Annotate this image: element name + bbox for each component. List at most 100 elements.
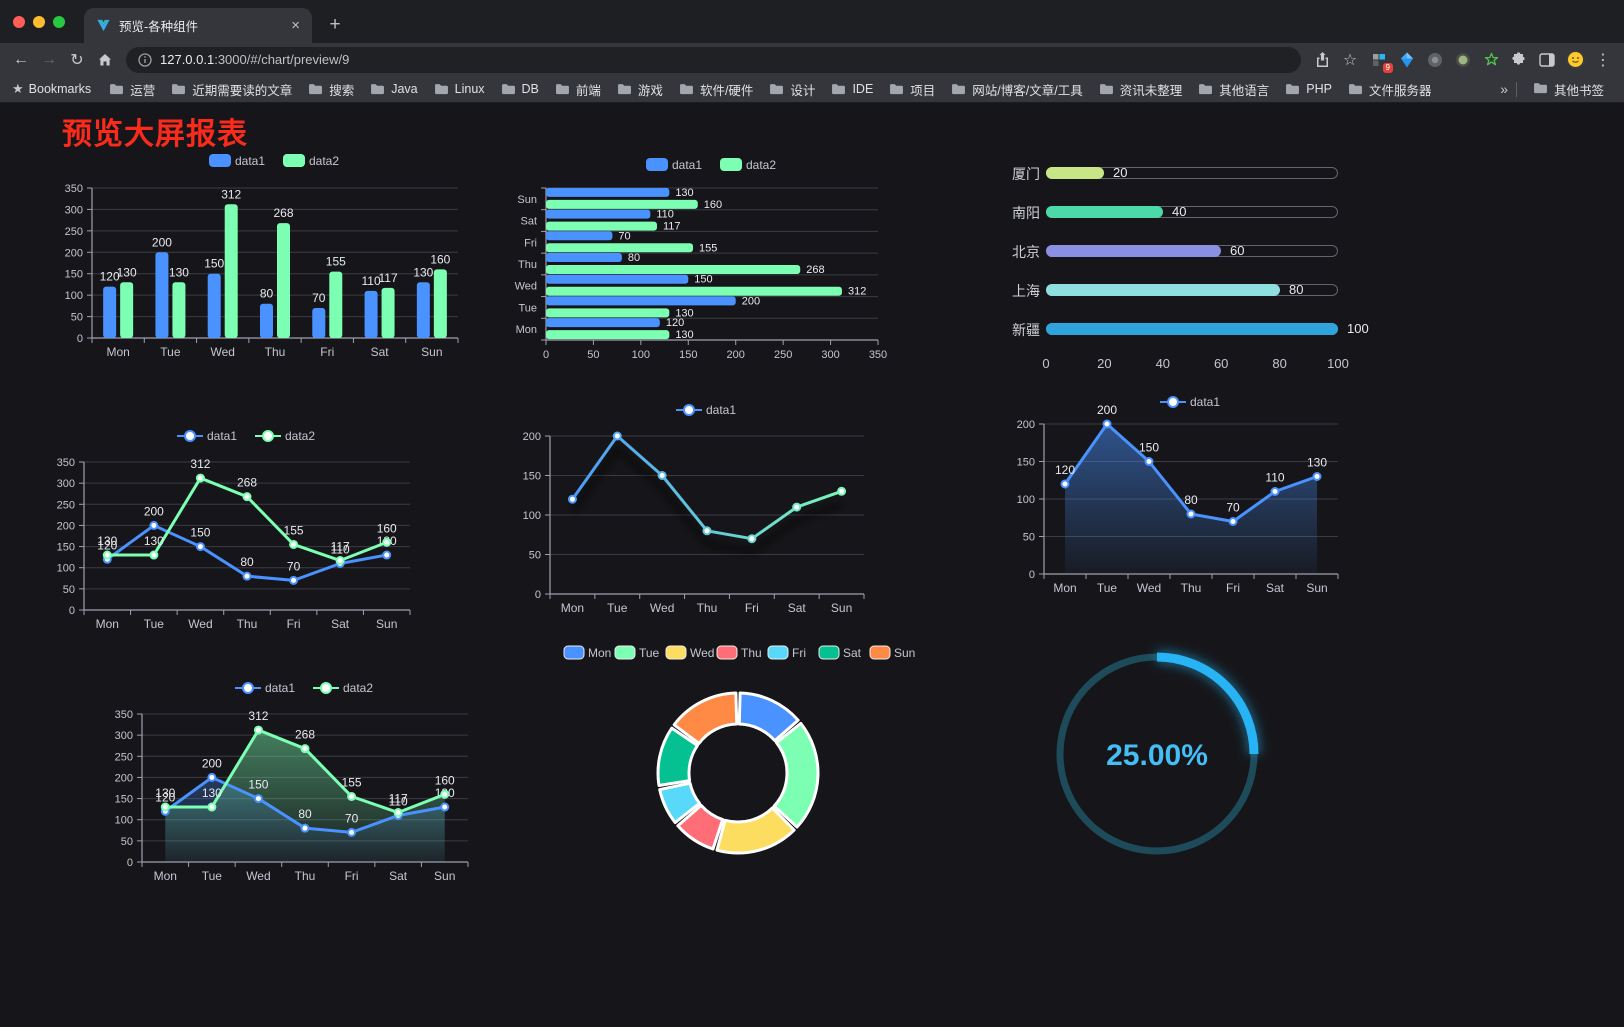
chart-area-single: data1 0 50 100 150 200 Mon Tue Wed Thu Fri Sat Sun 12… [1000, 390, 1362, 600]
reload-icon[interactable]: ↻ [70, 51, 84, 69]
bookmark-item[interactable]: Linux [426, 82, 493, 96]
address-bar[interactable]: 127.0.0.1:3000/#/chart/preview/9 [126, 46, 1301, 73]
window-close-button[interactable] [13, 16, 25, 28]
svg-text:data2: data2 [309, 154, 339, 168]
green-star-extension-icon[interactable] [1481, 50, 1501, 70]
profile-avatar[interactable] [1566, 50, 1585, 69]
kite-extension-icon[interactable] [1397, 50, 1417, 70]
svg-text:0: 0 [535, 589, 541, 601]
legend-data1[interactable]: data1 [209, 154, 265, 168]
svg-text:50: 50 [529, 550, 541, 562]
legend-data1[interactable]: data1 [676, 403, 736, 417]
pie-slice-Wed[interactable] [715, 806, 796, 855]
bookmark-item[interactable]: 设计 [761, 80, 823, 99]
progress-label: 厦门 [1012, 166, 1040, 182]
legend-data2[interactable]: data2 [255, 429, 315, 443]
svg-text:100: 100 [65, 290, 83, 302]
pie-slice-Sun[interactable] [672, 691, 739, 745]
svg-text:70: 70 [312, 291, 326, 305]
bookmark-item[interactable]: PHP [1277, 82, 1340, 96]
bookmark-item[interactable]: 游戏 [609, 80, 671, 99]
browser-tab[interactable]: 预览-各种组件 × [84, 8, 312, 43]
legend-data1[interactable]: data1 [177, 429, 237, 443]
bookmark-item[interactable]: 项目 [881, 80, 943, 99]
bookmark-item[interactable]: 近期需要读的文章 [163, 80, 300, 99]
bookmark-item[interactable]: 其他语言 [1190, 80, 1277, 99]
bookmark-item[interactable]: DB [493, 82, 547, 96]
bookmark-item[interactable]: IDE [823, 82, 881, 96]
legend-Sat[interactable]: Sat [818, 645, 862, 660]
bookmarks-overflow-chevron[interactable]: » [1500, 81, 1508, 97]
download-extension-icon[interactable]: 9 [1369, 50, 1393, 73]
svg-text:Mon: Mon [106, 345, 129, 359]
pie-slice-Thu[interactable] [676, 803, 725, 851]
legend-Thu[interactable]: Thu [716, 645, 762, 660]
page-content: 预览大屏报表 data1 data2 0 50 100 150 200 250 300 350 Mo… [0, 103, 1624, 1027]
menu-icon[interactable]: ⋮ [1595, 51, 1611, 69]
svg-text:130: 130 [97, 534, 117, 548]
svg-text:Tue: Tue [1097, 581, 1118, 595]
legend-data2[interactable]: data2 [720, 158, 776, 172]
svg-text:130: 130 [117, 265, 137, 279]
bookmark-item[interactable]: 网站/博客/文章/工具 [943, 80, 1090, 99]
axis-tick: 100 [1327, 356, 1349, 371]
progress-fill [1046, 167, 1104, 179]
pie-slice-Fri[interactable] [658, 781, 702, 825]
legend-Fri[interactable]: Fri [767, 645, 806, 660]
legend-data2[interactable]: data2 [283, 154, 339, 168]
bookmark-item[interactable]: 搜索 [300, 80, 362, 99]
legend-data1[interactable]: data1 [646, 158, 702, 172]
pie-slice-Tue[interactable] [772, 721, 820, 829]
legend-Sun[interactable]: Sun [869, 645, 915, 660]
gray-circle-extension-icon[interactable] [1425, 50, 1445, 70]
info-icon[interactable] [138, 52, 152, 67]
svg-text:100: 100 [115, 815, 133, 827]
forward-icon[interactable]: → [41, 50, 57, 68]
legend-Tue[interactable]: Tue [614, 645, 660, 660]
other-bookmarks[interactable]: 其他书签 [1525, 80, 1612, 99]
legend-Wed[interactable]: Wed [665, 645, 714, 660]
extensions-puzzle-icon[interactable] [1509, 50, 1529, 70]
home-icon[interactable] [92, 47, 118, 73]
svg-text:25.00%: 25.00% [1106, 739, 1208, 772]
share-icon[interactable] [1309, 47, 1335, 73]
svg-text:Thu: Thu [237, 617, 258, 631]
back-icon[interactable]: ← [13, 50, 29, 68]
progress-value: 60 [1230, 243, 1245, 258]
svg-text:Wed: Wed [210, 345, 234, 359]
axis-tick: 60 [1213, 356, 1229, 371]
bookmark-item[interactable]: 资讯未整理 [1091, 80, 1191, 99]
bookmark-item[interactable]: 软件/硬件 [671, 80, 761, 99]
new-tab-button[interactable]: + [329, 14, 341, 35]
pie-slice-Mon[interactable] [737, 691, 800, 743]
bookmarks-label[interactable]: Bookmarks [28, 82, 92, 96]
svg-text:250: 250 [65, 226, 83, 238]
svg-text:160: 160 [430, 252, 450, 266]
legend-Mon[interactable]: Mon [563, 645, 611, 660]
svg-text:150: 150 [1139, 441, 1159, 455]
folder-icon [1099, 84, 1113, 95]
green-circle-extension-icon[interactable] [1453, 50, 1473, 70]
window-zoom-button[interactable] [53, 16, 65, 28]
legend-data1[interactable]: data1 [235, 681, 295, 695]
progress-value: 100 [1347, 321, 1369, 336]
legend-data1[interactable]: data1 [1160, 395, 1220, 409]
progress-label: 上海 [1012, 283, 1040, 299]
bookmark-item[interactable]: 运营 [101, 80, 163, 99]
pie-slice-Sat[interactable] [656, 726, 699, 787]
svg-text:100: 100 [57, 563, 75, 575]
browser-toolbar: ← → ↻ 127.0.0.1:3000/#/chart/preview/9 ☆ [0, 43, 1624, 76]
legend-data2[interactable]: data2 [313, 681, 373, 695]
side-panel-icon[interactable] [1537, 50, 1557, 70]
bookmark-item[interactable]: 文件服务器 [1340, 80, 1440, 99]
chart-horizontal-bar: data1 data2 0 50 100 150 200 250 300 350 Mon 120 130… [508, 152, 887, 367]
bookmark-star-icon[interactable]: ☆ [1342, 51, 1358, 69]
svg-text:150: 150 [190, 526, 210, 540]
tab-close-icon[interactable]: × [291, 17, 300, 34]
bookmarks-star-icon[interactable]: ★ [12, 81, 24, 96]
bookmark-item[interactable]: Java [362, 82, 425, 96]
window-minimize-button[interactable] [33, 16, 45, 28]
bookmark-item[interactable]: 前端 [547, 80, 609, 99]
svg-text:Fri: Fri [320, 345, 334, 359]
extension-icons: 9 [1369, 50, 1557, 73]
